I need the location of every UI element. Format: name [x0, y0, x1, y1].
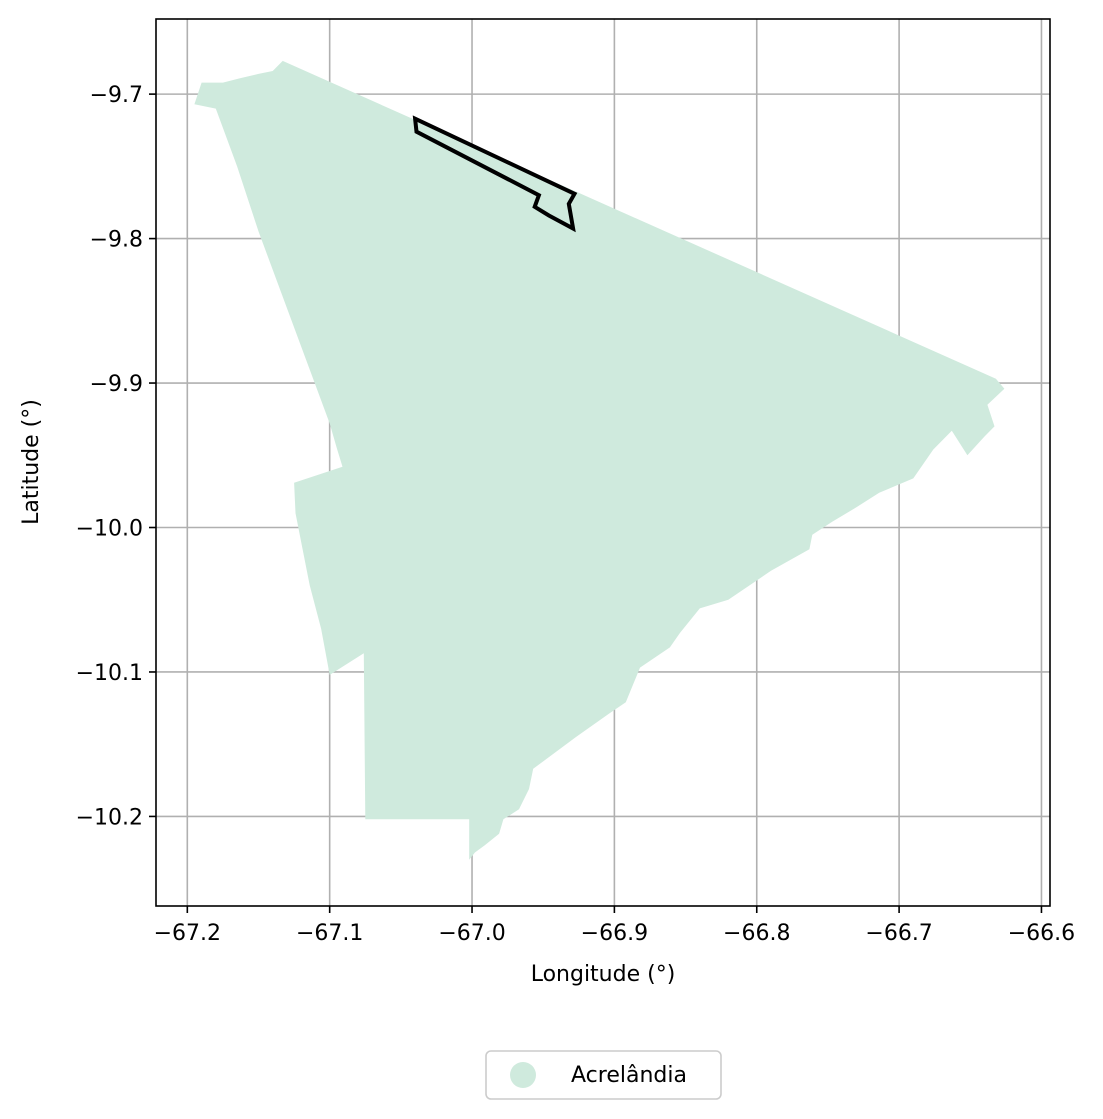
y-tick-label: −10.0 — [76, 517, 143, 542]
x-tick-label: −66.9 — [581, 921, 648, 946]
map-regions — [194, 60, 1005, 860]
y-axis-title: Latitude (°) — [19, 399, 44, 525]
axis-ticks: −67.2 −67.1 −67.0 −66.9 −66.8 −66.7 −66.6 −9.7 −… — [76, 83, 1076, 946]
legend-marker-acrelandia — [510, 1062, 536, 1088]
y-tick-label: −9.9 — [90, 372, 143, 397]
region-acrel-ndia — [194, 60, 1005, 860]
x-tick-label: −67.0 — [438, 921, 505, 946]
y-tick-label: −10.2 — [76, 805, 143, 830]
legend-frame — [485, 1050, 722, 1100]
x-axis-title: Longitude (°) — [531, 962, 676, 987]
x-tick-label: −66.6 — [1008, 921, 1075, 946]
map-outlines — [412, 115, 578, 233]
x-tick-label: −67.2 — [154, 921, 221, 946]
x-tick-label: −67.1 — [296, 921, 363, 946]
y-tick-label: −10.1 — [76, 661, 143, 686]
legend-label-acrelandia: Acrelândia — [571, 1063, 687, 1088]
y-tick-label: −9.7 — [90, 83, 143, 108]
plot-frame — [155, 18, 1051, 907]
highlight-outline — [412, 115, 578, 233]
y-tick-label: −9.8 — [90, 228, 143, 253]
x-tick-label: −66.8 — [723, 921, 790, 946]
x-tick-label: −66.7 — [865, 921, 932, 946]
legend: Acrelândia — [485, 1050, 722, 1100]
